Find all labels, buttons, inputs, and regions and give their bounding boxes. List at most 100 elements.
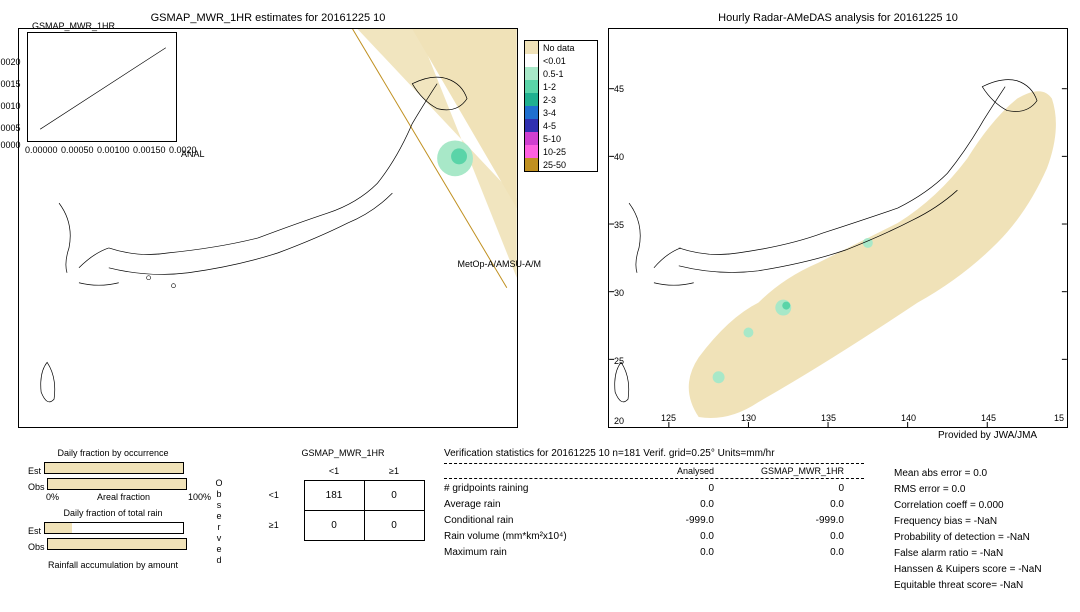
verification-block: Verification statistics for 20161225 10 … [444, 448, 1074, 594]
legend-swatch [525, 132, 539, 145]
ytick: 40 [614, 152, 624, 162]
inset-ytick: 0.0020 [0, 57, 21, 67]
est-totalrain-bar [44, 522, 184, 534]
ct-row1: <1 [244, 480, 304, 510]
stat-row: Conditional rain-999.0-999.0 [444, 513, 864, 529]
xtick: 130 [741, 413, 756, 423]
ytick: 25 [614, 356, 624, 366]
legend-swatch [525, 93, 539, 106]
anal-label: ANAL [181, 149, 205, 159]
ytick: 20 [614, 416, 624, 426]
inset-xtick: 0.00000 [25, 145, 58, 155]
xtick: 125 [661, 413, 676, 423]
legend-label: 2-3 [539, 95, 556, 105]
legend-label: 10-25 [539, 147, 566, 157]
legend-item: 1-2 [525, 80, 597, 93]
contingency-table: <1≥1 <1 181 0 ≥1 0 0 [244, 462, 425, 541]
inset-title: GSMAP_MWR_1HR [32, 21, 115, 31]
legend-item: 2-3 [525, 93, 597, 106]
pct100: 100% [188, 492, 211, 502]
right-stat: False alarm ratio = -NaN [894, 546, 1042, 562]
legend-swatch [525, 41, 539, 54]
legend-label: No data [539, 43, 575, 53]
occurrence-title: Daily fraction by occurrence [28, 448, 198, 458]
stat-row: Average rain0.00.0 [444, 497, 864, 513]
right-stat: Hanssen & Kuipers score = -NaN [894, 562, 1042, 578]
stat-row: # gridpoints raining00 [444, 481, 864, 497]
ct-row2: ≥1 [244, 510, 304, 540]
right-map-panel: 45 40 35 30 25 20 125 130 135 140 145 15 [608, 28, 1068, 428]
right-stat: Frequency bias = -NaN [894, 514, 1042, 530]
legend-label: 5-10 [539, 134, 561, 144]
legend-item: 0.5-1 [525, 67, 597, 80]
col-analysed: Analysed [624, 466, 714, 476]
legend-label: 25-50 [539, 160, 566, 170]
pct0: 0% [46, 492, 59, 502]
ct-v21: 0 [304, 510, 364, 540]
legend-label: <0.01 [539, 56, 566, 66]
contingency-block: GSMAP_MWR_1HR <1≥1 <1 181 0 ≥1 0 0 [244, 448, 425, 541]
obs-occurrence-bar [47, 478, 187, 490]
inset-ytick: 0.0010 [0, 101, 21, 111]
ct-col2: ≥1 [364, 462, 424, 480]
right-stats: Mean abs error = 0.0RMS error = 0.0Corre… [894, 466, 1042, 594]
verif-header: Verification statistics for 20161225 10 … [444, 448, 1074, 459]
legend-item: 10-25 [525, 145, 597, 158]
right-map-content [609, 29, 1067, 427]
observed-vertical-label: Observed [214, 478, 224, 566]
ct-title: GSMAP_MWR_1HR [268, 448, 418, 458]
ct-v12: 0 [364, 480, 424, 510]
accumulation-title: Rainfall accumulation by amount [28, 560, 198, 570]
inset-ytick: 0.0015 [0, 79, 21, 89]
legend-item: 25-50 [525, 158, 597, 171]
ct-v22: 0 [364, 510, 424, 540]
legend-swatch [525, 158, 539, 171]
xtick: 140 [901, 413, 916, 423]
inset-ytick: 0.0000 [0, 140, 21, 150]
ct-col1: <1 [304, 462, 364, 480]
totalrain-title: Daily fraction of total rain [28, 508, 198, 518]
legend-swatch [525, 67, 539, 80]
legend-swatch [525, 54, 539, 67]
inset-xtick: 0.00100 [97, 145, 130, 155]
legend-item: 5-10 [525, 132, 597, 145]
legend-swatch [525, 145, 539, 158]
legend-label: 0.5-1 [539, 69, 564, 79]
fraction-bars: Daily fraction by occurrence Est Obs 0% … [28, 448, 211, 570]
ytick: 30 [614, 288, 624, 298]
ytick: 45 [614, 84, 624, 94]
legend-item: No data [525, 41, 597, 54]
right-stat: Equitable threat score= -NaN [894, 578, 1042, 594]
ytick: 35 [614, 220, 624, 230]
left-map-panel: GSMAP_MWR_1HR 0.0020 0.0015 0.0010 0.000… [18, 28, 518, 428]
obs-label2: Obs [28, 542, 45, 552]
obs-label: Obs [28, 482, 45, 492]
col-model: GSMAP_MWR_1HR [714, 466, 844, 476]
right-stat: Probability of detection = -NaN [894, 530, 1042, 546]
legend-swatch [525, 80, 539, 93]
inset-xtick: 0.00150 [133, 145, 166, 155]
provided-by: Provided by JWA/JMA [938, 430, 1037, 441]
legend-label: 1-2 [539, 82, 556, 92]
est-occurrence-bar [44, 462, 184, 474]
stat-row: Maximum rain0.00.0 [444, 545, 864, 561]
stat-row: Rain volume (mm*km²x10⁴)0.00.0 [444, 529, 864, 545]
legend-item: <0.01 [525, 54, 597, 67]
inset-ytick: 0.0005 [0, 123, 21, 133]
legend-item: 4-5 [525, 119, 597, 132]
est-label: Est [28, 466, 41, 476]
legend-swatch [525, 106, 539, 119]
legend-swatch [525, 119, 539, 132]
legend-label: 4-5 [539, 121, 556, 131]
inset-scatter: GSMAP_MWR_1HR [27, 32, 177, 142]
legend-label: 3-4 [539, 108, 556, 118]
right-stat: RMS error = 0.0 [894, 482, 1042, 498]
right-stat: Correlation coeff = 0.000 [894, 498, 1042, 514]
inset-xtick: 0.00050 [61, 145, 94, 155]
right-stat: Mean abs error = 0.0 [894, 466, 1042, 482]
obs-totalrain-bar [47, 538, 187, 550]
satellite-label: MetOp-A/AMSU-A/M [457, 259, 541, 269]
ct-v11: 181 [304, 480, 364, 510]
xtick: 145 [981, 413, 996, 423]
color-legend: No data <0.01 0.5-1 1-2 2-3 3-4 4-5 5-10 10-25 25… [524, 40, 598, 172]
